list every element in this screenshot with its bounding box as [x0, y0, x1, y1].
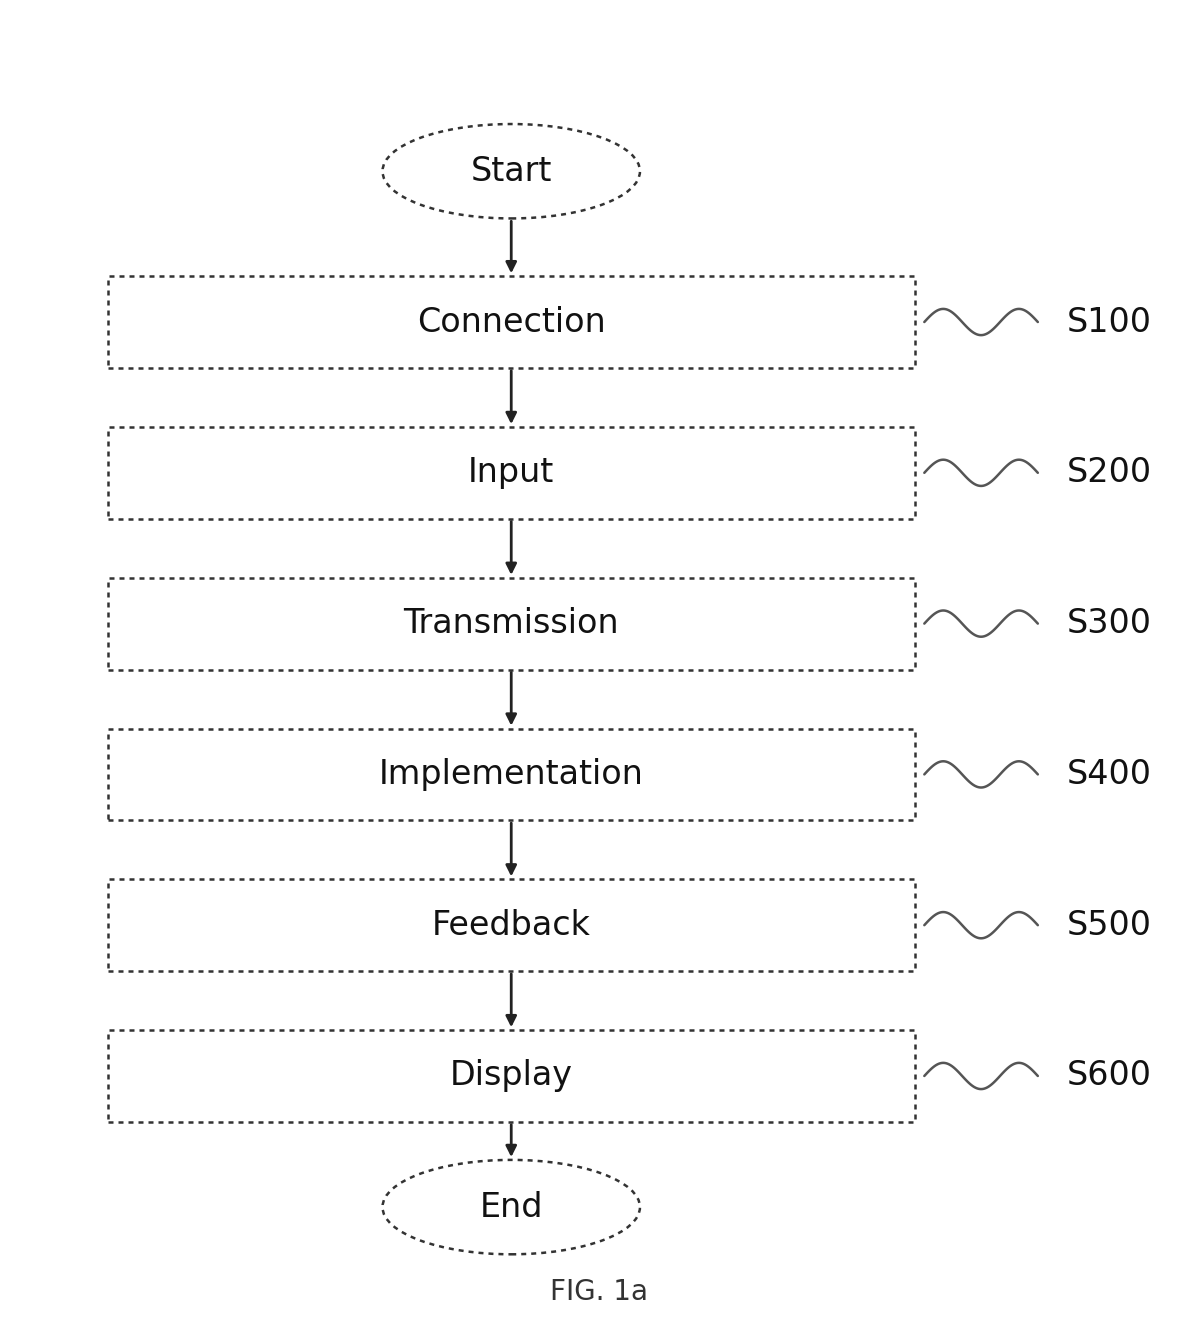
- Bar: [108, 1030, 915, 1122]
- Bar: [108, 880, 915, 971]
- Text: Feedback: Feedback: [431, 909, 591, 941]
- Text: Connection: Connection: [417, 305, 606, 339]
- Text: S600: S600: [1067, 1059, 1152, 1093]
- Text: End: End: [479, 1190, 543, 1224]
- Ellipse shape: [382, 1160, 640, 1255]
- Bar: [108, 728, 915, 821]
- Text: FIG. 1a: FIG. 1a: [550, 1279, 648, 1307]
- Bar: [108, 577, 915, 670]
- Bar: [108, 427, 915, 518]
- Ellipse shape: [382, 125, 640, 218]
- Text: Transmission: Transmission: [404, 607, 619, 640]
- Text: Input: Input: [468, 457, 555, 489]
- Text: S100: S100: [1067, 305, 1152, 339]
- Text: S300: S300: [1067, 607, 1152, 640]
- Text: S200: S200: [1067, 457, 1152, 489]
- Text: S400: S400: [1067, 758, 1152, 791]
- Text: S500: S500: [1067, 909, 1152, 941]
- Bar: [108, 276, 915, 368]
- Text: Display: Display: [449, 1059, 573, 1093]
- Text: Implementation: Implementation: [379, 758, 643, 791]
- Text: Start: Start: [471, 155, 552, 187]
